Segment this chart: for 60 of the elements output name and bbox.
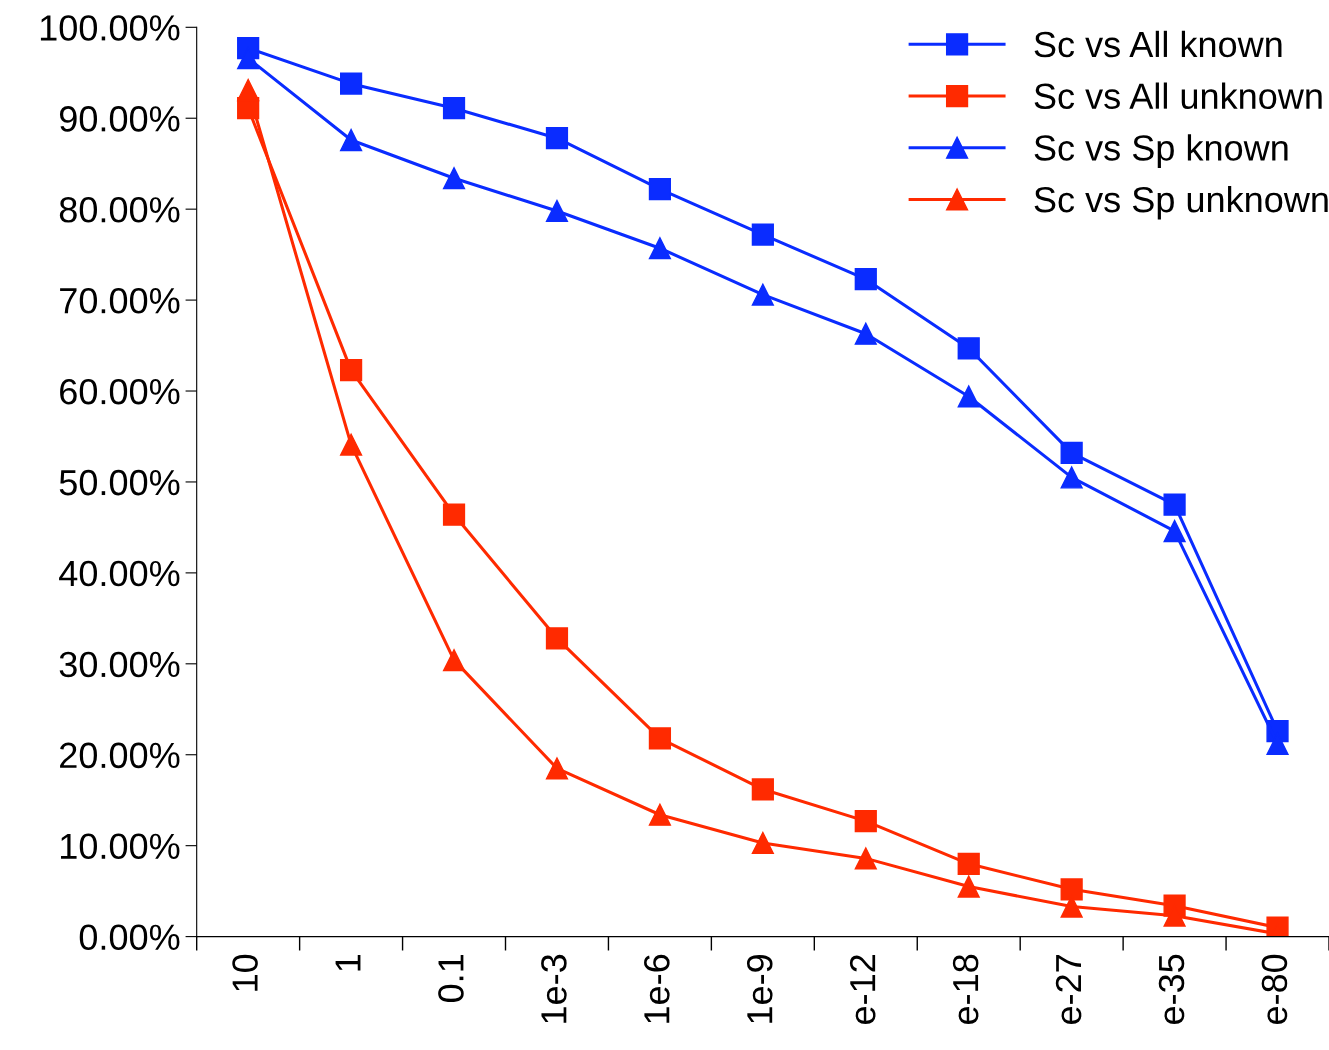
point [648,178,672,201]
point [854,847,877,870]
point [1060,441,1083,464]
x-tick-label: e-80 [1261,954,1288,1024]
point [957,852,980,875]
point [751,831,774,855]
x-tick-label: e-18 [952,954,979,1024]
y-tick-label: 70.00% [60,287,180,314]
y-tick-label: 20.00% [60,742,180,769]
point [1060,878,1083,901]
x-tick-label: e-27 [1055,955,1082,1024]
point [339,433,363,456]
point [751,778,774,801]
point [442,97,466,120]
x-tick-label: 10 [232,954,258,991]
point [545,127,569,150]
legend-label: Sc vs All unknown [1034,82,1322,110]
point [957,337,980,360]
x-tick-label: 1e-3 [541,954,567,1023]
point [854,322,877,345]
x-tick-label: 1e-9 [746,954,773,1023]
y-tick-label: 90.00% [59,106,180,132]
legend-label: Sc vs All known [1034,30,1282,58]
point [545,757,569,780]
point [1163,493,1186,516]
point [648,727,672,750]
y-tick-label: 50.00% [59,469,180,496]
y-tick-label: 10.00% [61,833,180,860]
point [339,128,363,152]
point [751,283,774,306]
point [237,78,260,102]
point [339,72,363,95]
x-tick-label: 0.1 [438,955,464,1003]
point [339,358,363,382]
point [545,627,569,650]
x-tick-label: e-35 [1158,954,1185,1024]
point [648,237,672,260]
y-tick-label: 30.00% [59,651,180,678]
legend-label: Sc vs Sp known [1034,134,1288,168]
point [648,803,672,826]
point [1060,466,1083,489]
x-tick-label: 1e-6 [644,954,670,1023]
point [854,268,877,291]
y-tick-label: 80.00% [59,197,180,223]
y-tick-label: 40.00% [59,560,180,587]
x-tick-label: 1 [335,955,361,971]
x-tick-label: e-12 [849,955,876,1024]
point [957,385,980,408]
point [957,875,980,898]
point [442,649,466,672]
point [442,503,466,526]
point [854,810,877,833]
point [442,167,466,190]
y-tick-label: 0.00% [79,924,180,951]
y-tick-label: 60.00% [60,378,180,405]
legend-label: Sc vs Sp unknown [1034,185,1328,220]
y-tick-label: 100.00% [40,15,180,41]
point [751,223,774,246]
point [545,199,569,223]
point [1163,519,1186,543]
